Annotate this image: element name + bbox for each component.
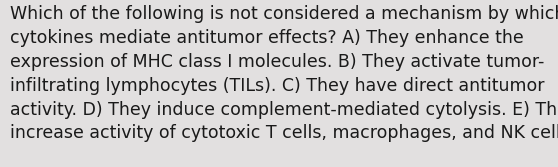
- Text: Which of the following is not considered a mechanism by which
cytokines mediate : Which of the following is not considered…: [10, 5, 558, 142]
